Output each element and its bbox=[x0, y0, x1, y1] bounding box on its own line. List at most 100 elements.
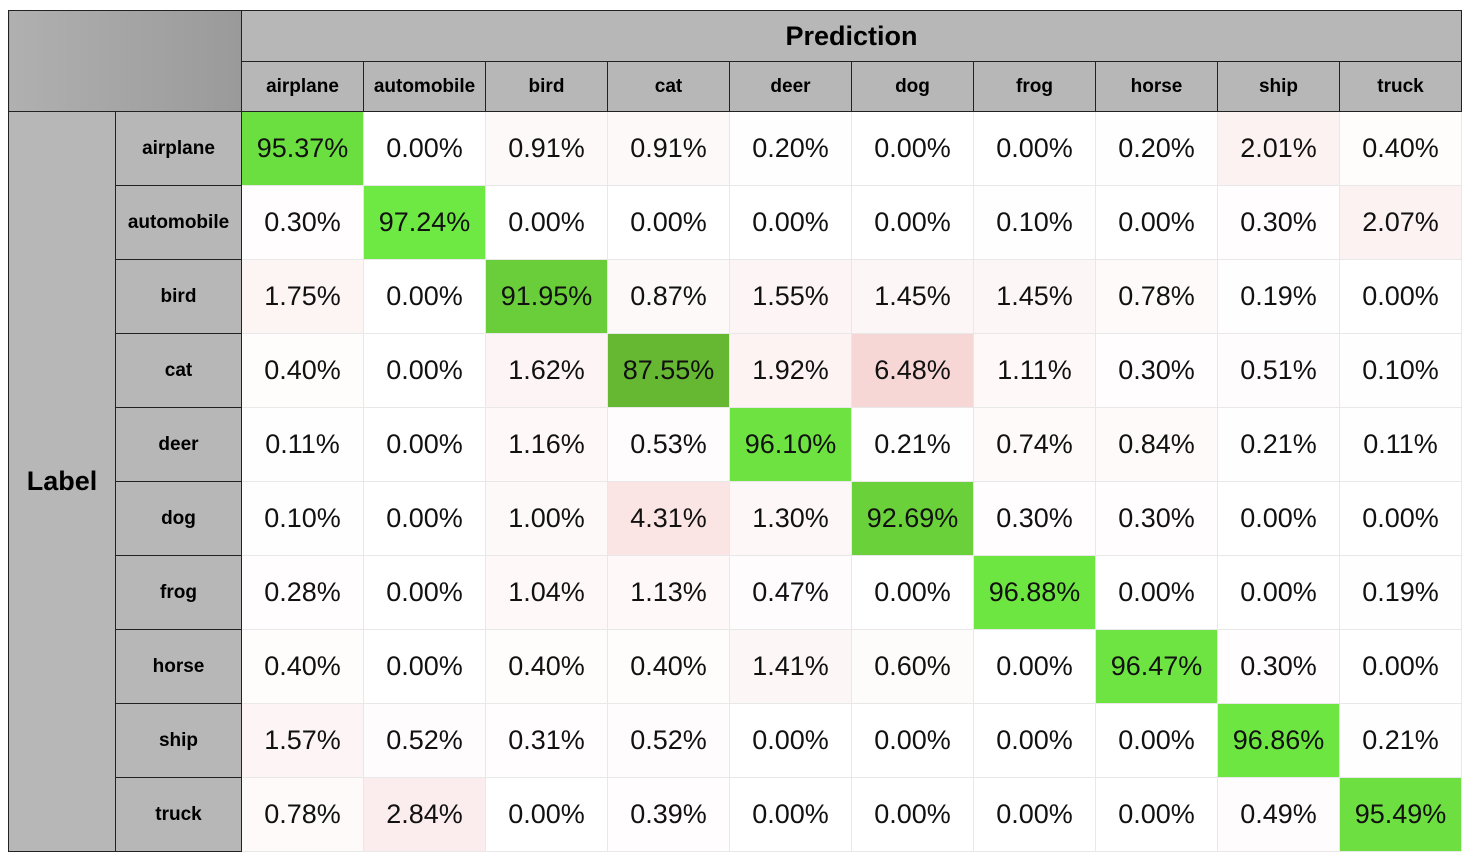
matrix-cell-airplane-ship: 2.01% bbox=[1217, 111, 1340, 186]
matrix-cell-cat-cat: 87.55% bbox=[607, 333, 730, 408]
matrix-cell-ship-horse: 0.00% bbox=[1095, 703, 1218, 778]
matrix-cell-ship-cat: 0.52% bbox=[607, 703, 730, 778]
matrix-cell-truck-horse: 0.00% bbox=[1095, 777, 1218, 852]
matrix-cell-cat-bird: 1.62% bbox=[485, 333, 608, 408]
matrix-cell-truck-cat: 0.39% bbox=[607, 777, 730, 852]
matrix-cell-airplane-cat: 0.91% bbox=[607, 111, 730, 186]
matrix-cell-airplane-airplane: 95.37% bbox=[241, 111, 364, 186]
matrix-cell-truck-truck: 95.49% bbox=[1339, 777, 1462, 852]
row-header-truck: truck bbox=[115, 777, 242, 852]
matrix-cell-cat-horse: 0.30% bbox=[1095, 333, 1218, 408]
column-header-row: airplane automobile bird cat deer dog frog hors… bbox=[9, 61, 1462, 112]
matrix-cell-bird-frog: 1.45% bbox=[973, 259, 1096, 334]
matrix-cell-deer-deer: 96.10% bbox=[729, 407, 852, 482]
matrix-cell-horse-horse: 96.47% bbox=[1095, 629, 1218, 704]
matrix-cell-frog-frog: 96.88% bbox=[973, 555, 1096, 630]
row-header-dog: dog bbox=[115, 481, 242, 556]
matrix-cell-cat-ship: 0.51% bbox=[1217, 333, 1340, 408]
matrix-cell-horse-truck: 0.00% bbox=[1339, 629, 1462, 704]
matrix-row-ship: ship 1.57% 0.52% 0.31% 0.52% 0.00% 0.00% 0.00% 0… bbox=[9, 703, 1462, 778]
row-header-frog: frog bbox=[115, 555, 242, 630]
confusion-matrix-table: Prediction airplane automobile bird cat deer… bbox=[8, 10, 1462, 852]
matrix-cell-deer-cat: 0.53% bbox=[607, 407, 730, 482]
matrix-cell-dog-cat: 4.31% bbox=[607, 481, 730, 556]
matrix-cell-automobile-frog: 0.10% bbox=[973, 185, 1096, 260]
matrix-cell-truck-ship: 0.49% bbox=[1217, 777, 1340, 852]
matrix-cell-ship-ship: 96.86% bbox=[1217, 703, 1340, 778]
matrix-cell-automobile-airplane: 0.30% bbox=[241, 185, 364, 260]
matrix-cell-horse-deer: 1.41% bbox=[729, 629, 852, 704]
matrix-cell-horse-automobile: 0.00% bbox=[363, 629, 486, 704]
matrix-cell-frog-deer: 0.47% bbox=[729, 555, 852, 630]
matrix-cell-automobile-dog: 0.00% bbox=[851, 185, 974, 260]
matrix-cell-cat-dog: 6.48% bbox=[851, 333, 974, 408]
matrix-cell-cat-automobile: 0.00% bbox=[363, 333, 486, 408]
matrix-cell-bird-cat: 0.87% bbox=[607, 259, 730, 334]
matrix-row-horse: horse 0.40% 0.00% 0.40% 0.40% 1.41% 0.60% 0.00%… bbox=[9, 629, 1462, 704]
matrix-cell-cat-airplane: 0.40% bbox=[241, 333, 364, 408]
matrix-cell-automobile-cat: 0.00% bbox=[607, 185, 730, 260]
matrix-cell-horse-bird: 0.40% bbox=[485, 629, 608, 704]
matrix-cell-horse-ship: 0.30% bbox=[1217, 629, 1340, 704]
matrix-row-automobile: automobile 0.30% 97.24% 0.00% 0.00% 0.00% 0.00… bbox=[9, 185, 1462, 260]
matrix-cell-deer-dog: 0.21% bbox=[851, 407, 974, 482]
matrix-cell-frog-automobile: 0.00% bbox=[363, 555, 486, 630]
matrix-cell-deer-truck: 0.11% bbox=[1339, 407, 1462, 482]
matrix-cell-automobile-truck: 2.07% bbox=[1339, 185, 1462, 260]
column-header-ship: ship bbox=[1217, 61, 1340, 112]
matrix-cell-automobile-horse: 0.00% bbox=[1095, 185, 1218, 260]
matrix-cell-deer-frog: 0.74% bbox=[973, 407, 1096, 482]
matrix-cell-dog-airplane: 0.10% bbox=[241, 481, 364, 556]
matrix-cell-frog-dog: 0.00% bbox=[851, 555, 974, 630]
row-header-automobile: automobile bbox=[115, 185, 242, 260]
prediction-title: Prediction bbox=[241, 10, 1462, 62]
row-header-deer: deer bbox=[115, 407, 242, 482]
matrix-cell-ship-automobile: 0.52% bbox=[363, 703, 486, 778]
matrix-cell-airplane-dog: 0.00% bbox=[851, 111, 974, 186]
matrix-cell-bird-deer: 1.55% bbox=[729, 259, 852, 334]
column-header-airplane: airplane bbox=[241, 61, 364, 112]
matrix-cell-bird-ship: 0.19% bbox=[1217, 259, 1340, 334]
matrix-cell-horse-airplane: 0.40% bbox=[241, 629, 364, 704]
column-header-frog: frog bbox=[973, 61, 1096, 112]
matrix-cell-automobile-automobile: 97.24% bbox=[363, 185, 486, 260]
matrix-cell-bird-airplane: 1.75% bbox=[241, 259, 364, 334]
matrix-cell-bird-horse: 0.78% bbox=[1095, 259, 1218, 334]
matrix-cell-truck-deer: 0.00% bbox=[729, 777, 852, 852]
matrix-cell-bird-dog: 1.45% bbox=[851, 259, 974, 334]
matrix-cell-horse-cat: 0.40% bbox=[607, 629, 730, 704]
matrix-cell-horse-dog: 0.60% bbox=[851, 629, 974, 704]
matrix-cell-frog-horse: 0.00% bbox=[1095, 555, 1218, 630]
matrix-cell-frog-bird: 1.04% bbox=[485, 555, 608, 630]
matrix-body: Label airplane 95.37% 0.00% 0.91% 0.91% 0.20% 0… bbox=[8, 111, 1462, 852]
matrix-cell-bird-automobile: 0.00% bbox=[363, 259, 486, 334]
matrix-cell-truck-frog: 0.00% bbox=[973, 777, 1096, 852]
row-header-cat: cat bbox=[115, 333, 242, 408]
matrix-cell-ship-bird: 0.31% bbox=[485, 703, 608, 778]
matrix-cell-truck-automobile: 2.84% bbox=[363, 777, 486, 852]
column-header-automobile: automobile bbox=[363, 61, 486, 112]
matrix-row-truck: truck 0.78% 2.84% 0.00% 0.39% 0.00% 0.00% 0.00%… bbox=[9, 777, 1462, 852]
matrix-cell-truck-dog: 0.00% bbox=[851, 777, 974, 852]
row-header-ship: ship bbox=[115, 703, 242, 778]
matrix-cell-ship-dog: 0.00% bbox=[851, 703, 974, 778]
matrix-cell-dog-frog: 0.30% bbox=[973, 481, 1096, 556]
matrix-cell-dog-bird: 1.00% bbox=[485, 481, 608, 556]
matrix-cell-airplane-automobile: 0.00% bbox=[363, 111, 486, 186]
matrix-cell-truck-bird: 0.00% bbox=[485, 777, 608, 852]
matrix-cell-airplane-truck: 0.40% bbox=[1339, 111, 1462, 186]
matrix-cell-deer-automobile: 0.00% bbox=[363, 407, 486, 482]
matrix-cell-frog-truck: 0.19% bbox=[1339, 555, 1462, 630]
matrix-cell-automobile-ship: 0.30% bbox=[1217, 185, 1340, 260]
matrix-cell-dog-ship: 0.00% bbox=[1217, 481, 1340, 556]
matrix-row-airplane: Label airplane 95.37% 0.00% 0.91% 0.91% 0.20% 0… bbox=[8, 111, 1462, 852]
matrix-row-bird: bird 1.75% 0.00% 91.95% 0.87% 1.55% 1.45% 1.45%… bbox=[9, 259, 1462, 334]
matrix-cell-dog-automobile: 0.00% bbox=[363, 481, 486, 556]
matrix-cell-cat-truck: 0.10% bbox=[1339, 333, 1462, 408]
matrix-cell-ship-truck: 0.21% bbox=[1339, 703, 1462, 778]
matrix-row-frog: frog 0.28% 0.00% 1.04% 1.13% 0.47% 0.00% 96.88%… bbox=[9, 555, 1462, 630]
row-header-horse: horse bbox=[115, 629, 242, 704]
matrix-cell-airplane-horse: 0.20% bbox=[1095, 111, 1218, 186]
row-header-airplane: airplane bbox=[115, 111, 242, 186]
matrix-cell-deer-horse: 0.84% bbox=[1095, 407, 1218, 482]
